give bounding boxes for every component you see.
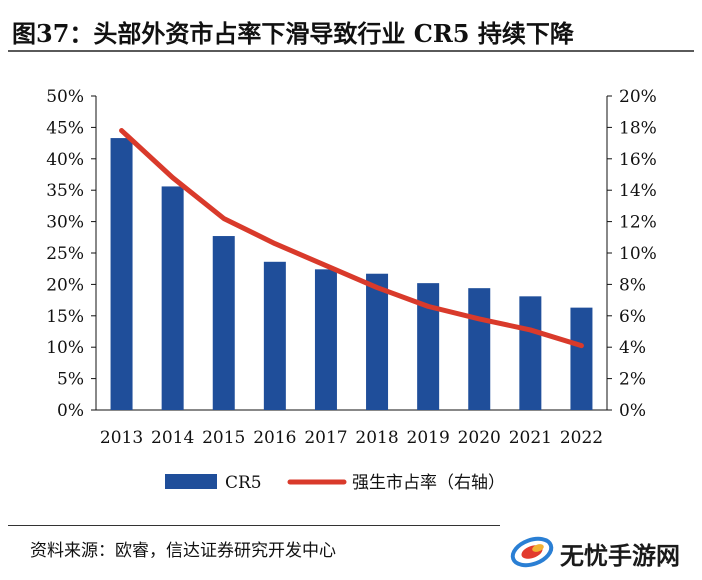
right-tick-label: 16%: [619, 150, 657, 170]
bar-cr5-2013: [110, 138, 133, 411]
legend-label-share: 强生市占率（右轴）: [352, 473, 505, 493]
bar-cr5-2022: [570, 307, 593, 410]
bar-cr5-2021: [519, 296, 542, 410]
x-tick-label: 2013: [100, 428, 143, 448]
right-tick-label: 18%: [619, 118, 657, 138]
left-tick-label: 15%: [46, 307, 84, 327]
left-tick-label: 25%: [46, 244, 84, 264]
legend-label-cr5: CR5: [225, 473, 262, 493]
left-tick-label: 35%: [46, 181, 84, 201]
right-tick-label: 2%: [619, 370, 646, 390]
legend-swatch-cr5: [165, 474, 217, 489]
chart-title-bar: 图37：头部外资市占率下滑导致行业 CR5 持续下降: [8, 6, 694, 52]
x-tick-label: 2018: [355, 428, 398, 448]
x-tick-label: 2014: [151, 428, 194, 448]
right-tick-label: 10%: [619, 244, 657, 264]
bar-cr5-2014: [161, 186, 184, 410]
left-tick-label: 45%: [46, 118, 84, 138]
x-tick-label: 2015: [202, 428, 245, 448]
left-tick-label: 30%: [46, 213, 84, 233]
right-tick-label: 4%: [619, 338, 646, 358]
watermark: 无忧手游网: [508, 530, 698, 574]
x-tick-label: 2020: [458, 428, 501, 448]
bar-cr5-2019: [417, 283, 440, 410]
right-tick-label: 8%: [619, 275, 646, 295]
x-tick-label: 2021: [509, 428, 552, 448]
chart-title: 图37：头部外资市占率下滑导致行业 CR5 持续下降: [12, 19, 574, 48]
left-tick-label: 50%: [46, 87, 84, 107]
x-tick-label: 2022: [560, 428, 603, 448]
bar-cr5-2020: [468, 288, 491, 410]
left-tick-label: 0%: [57, 401, 84, 421]
bar-cr5-2015: [212, 236, 235, 410]
source-note: 资料来源：欧睿，信达证券研究开发中心: [30, 541, 336, 561]
x-tick-label: 2019: [407, 428, 450, 448]
bar-cr5-2017: [314, 269, 337, 410]
watermark-logo-icon: [510, 536, 554, 568]
right-tick-label: 14%: [619, 181, 657, 201]
bar-cr5-2016: [263, 261, 286, 410]
x-tick-label: 2017: [304, 428, 347, 448]
left-tick-label: 40%: [46, 150, 84, 170]
right-tick-label: 20%: [619, 87, 657, 107]
line-series-share: [119, 128, 584, 349]
left-tick-label: 20%: [46, 275, 84, 295]
bar-cr5-2018: [366, 273, 389, 410]
right-tick-label: 0%: [619, 401, 646, 421]
x-tick-label: 2016: [253, 428, 296, 448]
watermark-text: 无忧手游网: [560, 542, 680, 570]
left-tick-label: 5%: [57, 370, 84, 390]
right-tick-label: 12%: [619, 213, 657, 233]
left-tick-label: 10%: [46, 338, 84, 358]
source-divider: [8, 525, 500, 526]
right-tick-label: 6%: [619, 307, 646, 327]
